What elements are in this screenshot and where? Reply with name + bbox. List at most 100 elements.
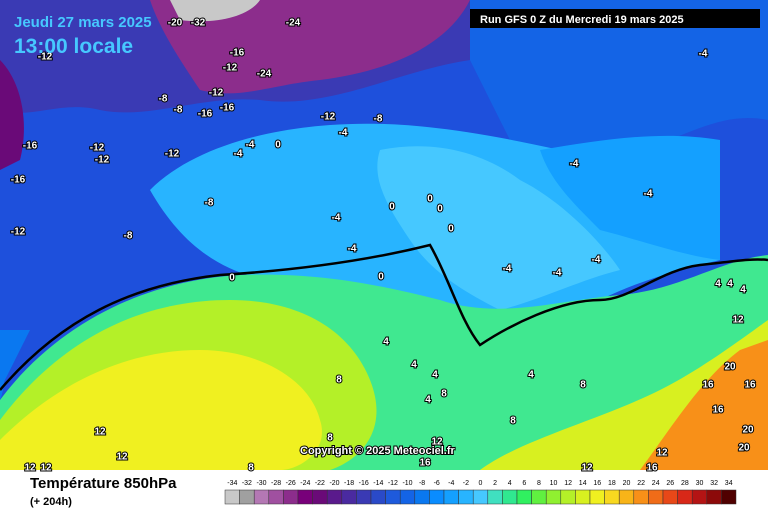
map-label: -8 [124,231,133,242]
legend-tick-label: -12 [388,480,398,487]
map-label: 20 [724,362,736,373]
legend-tick-label: -24 [300,480,310,487]
map-label: -4 [592,255,601,266]
map-label: -20 [168,18,183,29]
legend-swatch [458,489,474,505]
map-label: -12 [209,88,224,99]
map-label: 16 [646,463,658,474]
map-label: -4 [570,159,579,170]
very-cold-zone [150,0,470,94]
date: Jeudi 27 mars 2025 [14,14,152,31]
map-label: 8 [441,389,447,400]
legend-tick-label: 32 [710,480,718,487]
map-label: 4 [528,370,534,381]
legend-swatch [516,489,532,505]
legend-swatch [239,489,255,505]
run-box [470,9,760,28]
legend-swatch [253,489,270,505]
map-label: 8 [327,433,333,444]
map-label: 12 [40,463,52,474]
legend-tick-label: 34 [725,480,733,487]
zero-contour [0,243,768,391]
legend-tick-label: 10 [550,480,558,487]
map-label: 0 [427,194,433,205]
map-label: -16 [23,141,38,152]
legend-tick-label: -18 [344,480,354,487]
legend-tick-label: -30 [256,480,266,487]
legend-swatch [487,489,503,505]
map-label: -16 [198,109,213,120]
legend-swatch [341,489,357,505]
legend-tick-label: -8 [419,480,425,487]
legend-swatch [502,489,518,505]
hot-zone-east [640,340,768,470]
map-label: -12 [90,143,105,154]
legend-swatch [604,489,620,505]
legend-tick-label: -6 [434,480,440,487]
map-label: 12 [581,463,593,474]
legend-swatch [633,489,649,505]
map-label: 12 [94,427,106,438]
map-label: 4 [740,285,746,296]
legend-swatch [443,489,459,505]
map-label: 8 [510,416,516,427]
legend-tick-label: -4 [448,480,454,487]
legend-tick-label: 4 [508,480,512,487]
map-label: -16 [230,48,245,59]
map-label: 4 [715,279,721,290]
map-label: -4 [644,189,653,200]
map-label: 8 [580,380,586,391]
map-label: 4 [411,360,417,371]
map-label: 0 [389,202,395,213]
legend-tick-label: -26 [286,480,296,487]
legend-swatch [575,489,591,505]
map-label: -4 [348,244,357,255]
cool-core [377,146,620,310]
map-label: -4 [332,213,341,224]
legend-tick-label: 20 [623,480,631,487]
warmer-zone [0,350,322,470]
map-label: -24 [257,69,272,80]
legend-tick-label: 26 [666,480,674,487]
time: 13:00 locale [14,35,133,58]
map-label: 4 [432,370,438,381]
legend-tick-label: -28 [271,480,281,487]
legend-tick-label: 6 [522,480,526,487]
legend-tick-label: 22 [637,480,645,487]
map-label: -32 [191,18,206,29]
map-label: -12 [223,63,238,74]
legend-tick-label: 18 [608,480,616,487]
legend-swatch [589,489,605,505]
legend-tick-label: 2 [493,480,497,487]
legend-tick-label: -34 [227,480,237,487]
north-zone [470,0,768,160]
east-zone [540,135,720,260]
map-label: 16 [419,458,431,469]
legend-swatch [429,489,445,505]
legend-tick-label: 0 [479,480,483,487]
legend-swatch [721,489,737,505]
legend-tick-label: -16 [359,480,369,487]
legend-tick-label: 16 [593,480,601,487]
map-label: -4 [339,128,348,139]
legend-swatch [399,489,416,505]
legend-swatch [691,489,708,505]
arctic-zone [170,0,260,22]
legend-swatch [385,489,401,505]
legend-swatch [545,489,562,505]
legend-swatch [531,489,547,505]
legend-tick-label: -32 [242,480,252,487]
map-label: 0 [378,272,384,283]
legend-tick-label: 12 [564,480,572,487]
legend-swatch [472,489,489,505]
map-label: 0 [229,273,235,284]
cold-corner [0,330,30,400]
map-label: -4 [503,264,512,275]
legend-tick-label: -22 [315,480,325,487]
map-label: -8 [374,114,383,125]
legend-swatch [283,489,299,505]
map-label: 4 [383,337,389,348]
map-label: -12 [11,227,26,238]
legend-tick-label: 30 [696,480,704,487]
